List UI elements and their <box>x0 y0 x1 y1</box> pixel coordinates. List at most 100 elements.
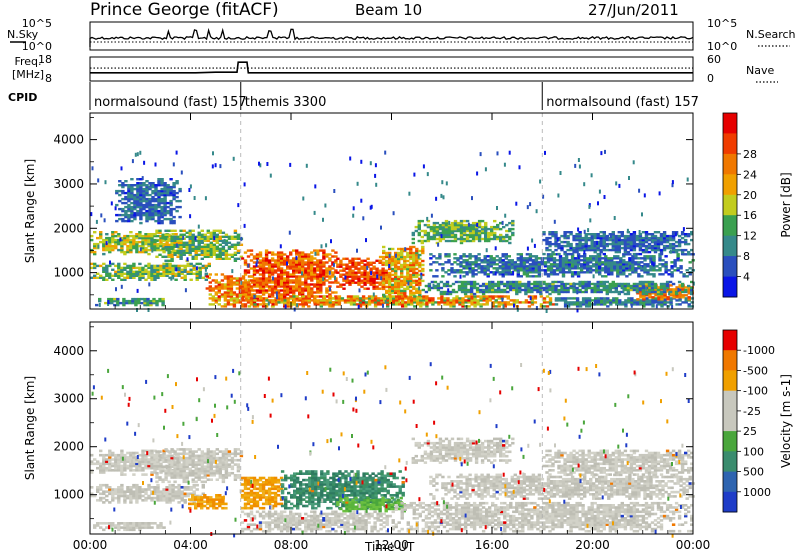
power-cell <box>264 281 269 284</box>
power-cell <box>508 237 512 241</box>
power-cell <box>252 285 257 288</box>
power-cell <box>155 229 159 232</box>
power-cell <box>185 235 189 238</box>
power-cell <box>477 257 481 260</box>
power-cell <box>172 191 176 195</box>
power-cell <box>270 257 275 260</box>
power-cell <box>310 283 314 286</box>
power-cell <box>537 273 542 276</box>
power-cell <box>325 289 329 292</box>
power-cell <box>151 211 155 215</box>
power-cell <box>662 236 667 240</box>
power-cell <box>554 290 558 294</box>
power-cell <box>238 277 243 280</box>
power-cell <box>570 263 575 266</box>
power-cell <box>264 257 269 260</box>
power-cell <box>159 264 163 268</box>
power-cell <box>220 273 225 276</box>
power-cell <box>148 207 152 211</box>
power-cell <box>623 286 628 290</box>
power-cell <box>489 261 493 264</box>
power-cell <box>121 197 125 201</box>
velocity-heatmap <box>90 362 695 538</box>
power-cell <box>154 185 158 189</box>
power-cell <box>482 303 486 306</box>
power-scatter-cell <box>197 224 200 229</box>
power-cell <box>551 288 555 292</box>
power-cell <box>151 184 155 187</box>
power-cell <box>214 297 218 300</box>
power-cell <box>524 284 528 288</box>
power-cell <box>388 287 392 291</box>
power-cell <box>120 270 124 273</box>
power-cell <box>298 293 302 296</box>
power-cell <box>500 288 504 292</box>
power-cell <box>509 288 513 292</box>
power-cell <box>139 207 143 211</box>
power-cell <box>117 272 121 275</box>
power-cell <box>450 223 455 227</box>
power-cell <box>597 301 601 304</box>
power-cell <box>500 280 504 284</box>
power-cell <box>145 209 149 213</box>
power-cell <box>292 291 296 294</box>
power-cell <box>418 293 422 297</box>
power-cell <box>166 211 170 215</box>
power-cell <box>233 237 238 240</box>
power-cell <box>127 189 131 193</box>
power-cell <box>493 225 497 229</box>
power-cell <box>681 296 685 299</box>
power-cell <box>515 290 519 294</box>
power-cell <box>473 305 477 308</box>
power-cell <box>200 247 204 250</box>
power-cell <box>169 199 173 203</box>
power-cell <box>243 285 248 288</box>
power-cell <box>542 280 546 284</box>
power-cell <box>375 277 379 280</box>
power-cell <box>421 288 425 292</box>
power-scatter-cell <box>600 151 603 156</box>
power-cell <box>590 242 594 246</box>
power-cell <box>301 291 305 294</box>
power-cell <box>581 284 585 288</box>
power-cell <box>584 234 588 238</box>
power-cell <box>270 271 275 274</box>
power-cell <box>421 249 425 253</box>
power-cell <box>497 290 501 294</box>
power-cell <box>409 257 413 261</box>
power-cell <box>644 244 649 248</box>
power-cell <box>363 283 367 286</box>
power-cell <box>252 281 257 284</box>
power-cell <box>468 231 473 235</box>
power-cell <box>473 295 477 298</box>
power-cell <box>261 263 266 266</box>
power-cell <box>522 257 527 260</box>
power-cell <box>289 261 293 264</box>
power-cell <box>363 267 367 270</box>
power-cell <box>363 275 367 278</box>
power-cell <box>500 282 504 286</box>
power-cell <box>566 242 570 246</box>
power-cell <box>583 257 587 260</box>
power-cell <box>145 193 149 197</box>
power-cell <box>508 229 512 233</box>
power-cell <box>583 271 587 274</box>
power-cell <box>124 191 128 195</box>
power-cell <box>397 261 401 265</box>
power-cell <box>286 283 290 286</box>
power-cell <box>456 269 460 272</box>
power-cell <box>659 284 664 288</box>
power-cell <box>515 288 519 292</box>
power-cell <box>319 301 323 304</box>
power-cell <box>575 248 579 252</box>
power-cell <box>608 242 612 246</box>
power-cell <box>507 259 511 262</box>
power-cell <box>186 264 190 268</box>
power-cell <box>256 295 260 298</box>
power-cell <box>143 301 147 305</box>
power-cell <box>164 237 168 240</box>
power-cell <box>382 281 386 285</box>
power-cell <box>587 284 591 288</box>
power-cell <box>673 263 677 266</box>
power-cell <box>598 271 602 274</box>
